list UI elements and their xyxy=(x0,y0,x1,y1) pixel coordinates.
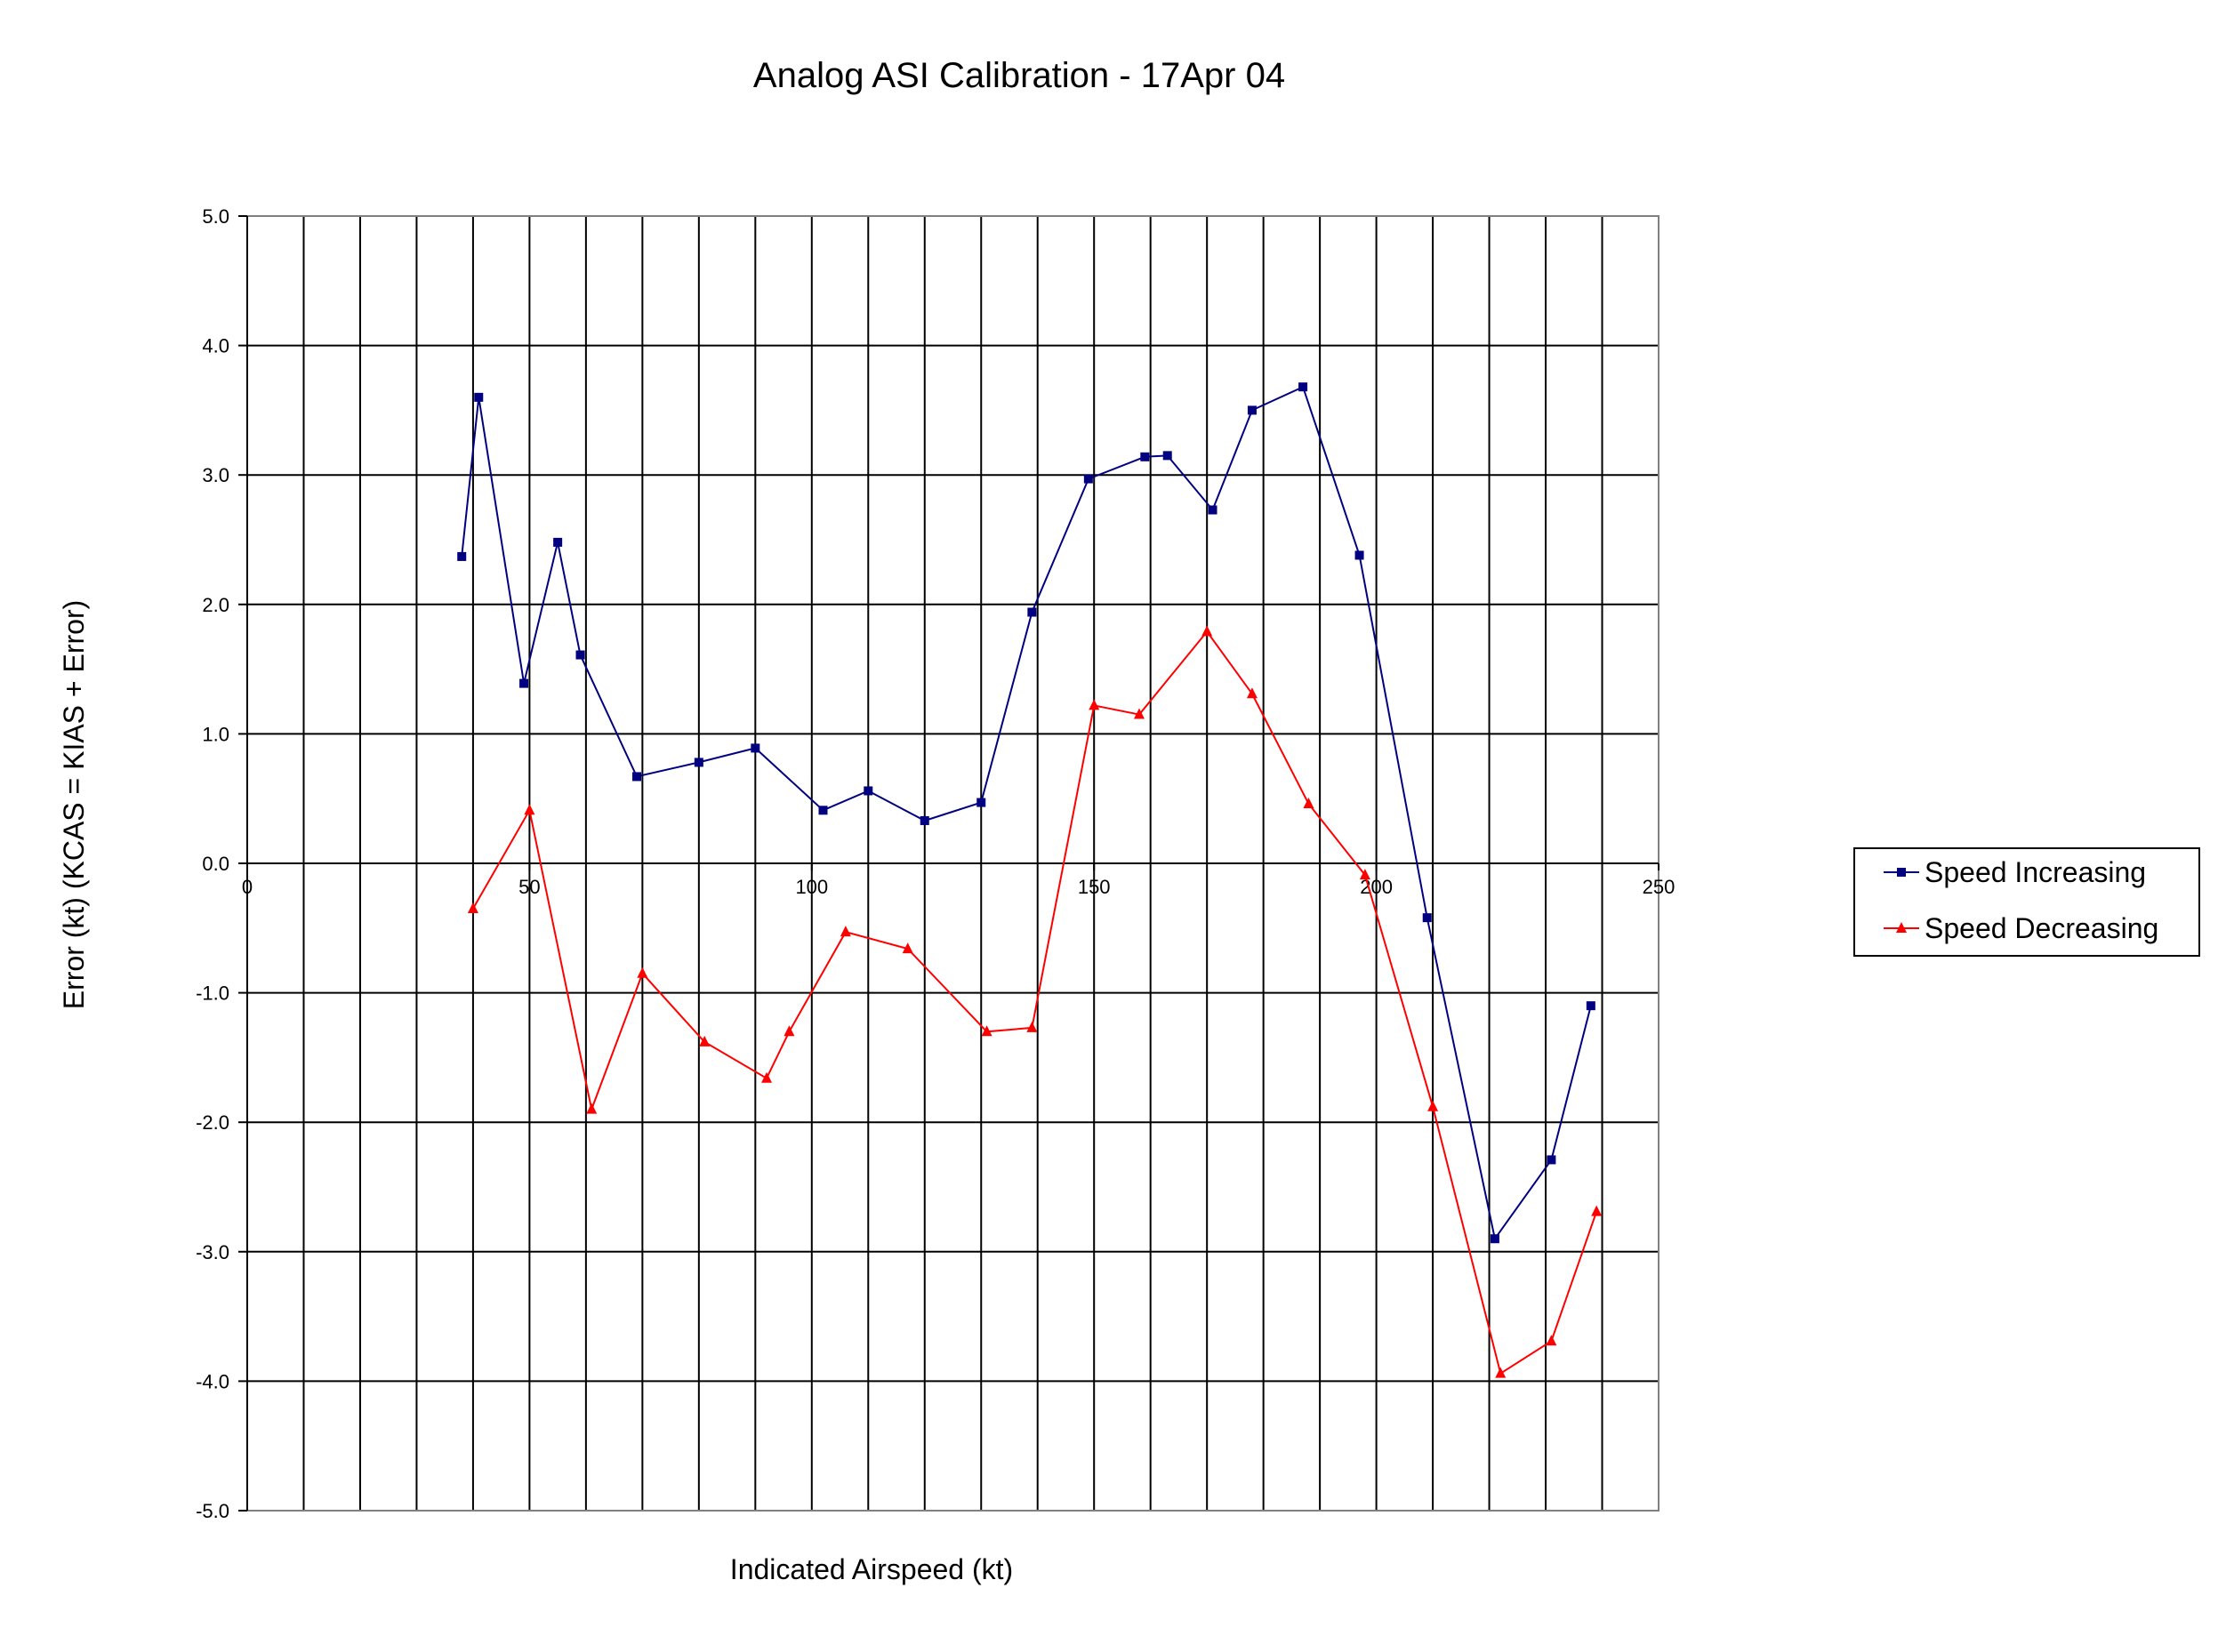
series-line xyxy=(461,385,1592,1241)
data-point xyxy=(553,537,563,547)
data-point xyxy=(784,1025,795,1037)
data-point xyxy=(1495,1367,1507,1378)
data-point xyxy=(1246,687,1258,699)
data-point xyxy=(575,650,585,660)
series-speed-increasing xyxy=(457,382,1595,1244)
legend-label: Speed Decreasing xyxy=(1925,912,2158,944)
data-point xyxy=(1083,474,1093,484)
y-tick-label: -3.0 xyxy=(196,1241,229,1263)
y-tick-label: 0.0 xyxy=(202,853,229,875)
y-tick-label: 4.0 xyxy=(202,335,229,357)
data-point xyxy=(981,1025,992,1037)
x-tick-label: 100 xyxy=(795,876,828,898)
data-point xyxy=(699,1035,711,1047)
data-point xyxy=(1133,708,1145,719)
data-point xyxy=(1591,1205,1603,1216)
data-point xyxy=(864,786,873,796)
y-tick-label: 5.0 xyxy=(202,205,229,228)
x-axis-label: Indicated Airspeed (kt) xyxy=(730,1553,1013,1585)
data-point xyxy=(694,758,703,767)
data-point xyxy=(1359,869,1370,880)
data-point xyxy=(1586,1001,1595,1011)
data-point xyxy=(1140,452,1150,461)
legend-marker xyxy=(1896,922,1907,933)
data-point xyxy=(1089,699,1100,710)
data-point xyxy=(1026,1021,1038,1032)
data-point xyxy=(467,902,478,913)
data-point xyxy=(1354,550,1364,560)
data-point xyxy=(840,926,851,937)
data-point xyxy=(1201,625,1213,637)
data-point xyxy=(1303,798,1314,809)
legend-items: Speed Increasing Speed Decreasing xyxy=(1884,856,2158,944)
x-tick-label: 250 xyxy=(1643,876,1676,898)
legend-marker xyxy=(1897,868,1906,877)
data-point xyxy=(457,551,467,561)
y-tick-label: -2.0 xyxy=(196,1111,229,1134)
data-point xyxy=(1547,1155,1556,1165)
data-point xyxy=(519,678,529,688)
data-point xyxy=(632,772,642,782)
data-point xyxy=(751,743,760,753)
y-axis-label: Error (kt) (KCAS = KIAS + Error) xyxy=(58,600,90,1010)
data-point xyxy=(902,942,913,954)
x-tick-label: 0 xyxy=(242,876,253,898)
series-speed-decreasing xyxy=(467,625,1603,1378)
y-tick-label: -1.0 xyxy=(196,982,229,1005)
y-tick-label: 3.0 xyxy=(202,464,229,486)
x-tick-label: 150 xyxy=(1078,876,1111,898)
data-point xyxy=(761,1071,773,1083)
data-point xyxy=(1546,1335,1557,1346)
y-axis-tick-labels: 5.0 4.0 3.0 2.0 1.0 0.0 -1.0 -2.0 -3.0 -4.0 -5.0 xyxy=(196,205,247,1522)
data-point xyxy=(474,392,484,402)
y-tick-label: 1.0 xyxy=(202,723,229,745)
legend-label: Speed Increasing xyxy=(1925,856,2146,888)
legend-box xyxy=(1853,847,2200,957)
data-point xyxy=(920,815,929,825)
data-point xyxy=(1490,1234,1499,1244)
legend: Speed Increasing Speed Decreasing xyxy=(1853,847,2200,957)
data-point xyxy=(976,798,986,807)
data-point xyxy=(1208,505,1217,515)
data-point xyxy=(818,806,828,815)
data-point xyxy=(637,966,648,978)
x-tick-label: 50 xyxy=(518,876,540,898)
data-point xyxy=(586,1103,598,1114)
y-tick-label: 2.0 xyxy=(202,594,229,616)
data-point xyxy=(524,804,535,815)
data-point xyxy=(1298,382,1308,392)
series xyxy=(457,382,1603,1378)
data-point xyxy=(1027,607,1037,617)
data-point xyxy=(1162,451,1172,461)
data-point xyxy=(1427,1100,1439,1111)
data-point xyxy=(1422,913,1432,923)
data-point xyxy=(1247,405,1257,415)
x-axis-tick-labels: 0 50 100 150 200 250 xyxy=(242,863,1675,898)
y-tick-label: -5.0 xyxy=(196,1500,229,1522)
chart-title: Analog ASI Calibration - 17Apr 04 xyxy=(753,56,1285,95)
y-tick-label: -4.0 xyxy=(196,1370,229,1392)
